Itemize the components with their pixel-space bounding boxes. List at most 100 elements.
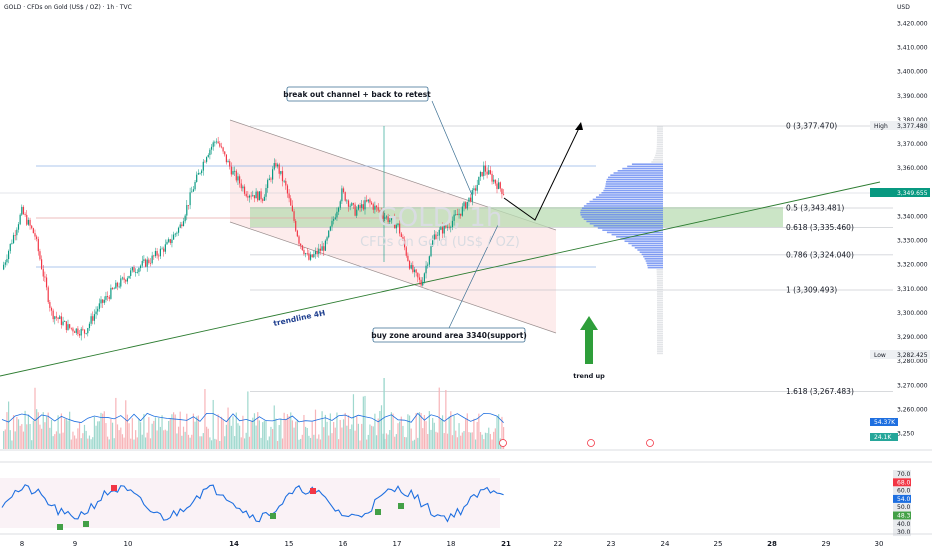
y-tick-label: 3,300.000 <box>897 310 928 317</box>
volume-bar <box>384 438 386 449</box>
volume-bar <box>285 418 287 449</box>
candle-body <box>435 234 437 240</box>
volume-bar <box>400 416 402 449</box>
x-tick-label: 18 <box>447 540 456 548</box>
rsi-signal-marker <box>398 503 404 509</box>
volume-bar <box>324 414 326 449</box>
volume-bar <box>374 413 376 449</box>
volume-bar <box>230 425 232 449</box>
candle-body <box>455 214 457 215</box>
candle-body <box>82 328 84 330</box>
volume-bar <box>399 421 401 449</box>
candle-body <box>72 328 74 332</box>
candle-body <box>55 316 58 318</box>
candle-body <box>248 195 251 198</box>
volume-bar <box>184 431 186 449</box>
volume-profile-bar <box>617 170 663 172</box>
candle-body <box>245 193 247 197</box>
volume-bar <box>207 428 209 449</box>
candle-body <box>323 246 325 251</box>
volume-bar <box>413 439 416 449</box>
rsi-tick-label: 68.0 <box>897 479 911 486</box>
volume-bar <box>318 434 320 449</box>
volume-profile-bar <box>647 264 663 267</box>
volume-bar <box>418 412 421 449</box>
volume-profile-bar <box>657 337 663 339</box>
volume-profile-bar <box>657 317 663 319</box>
candle-body <box>64 321 66 322</box>
candle-body <box>460 213 462 216</box>
volume-bar <box>369 424 371 449</box>
candle-body <box>318 248 320 254</box>
volume-profile-bar <box>657 330 663 333</box>
volume-bar <box>265 420 267 449</box>
trend-up-label: trend up <box>573 372 605 380</box>
x-tick-label: 8 <box>20 540 24 548</box>
volume-bar <box>64 418 66 449</box>
volume-profile-bar <box>592 198 663 201</box>
candle-body <box>339 201 341 208</box>
volume-profile-bar <box>657 326 663 328</box>
candle-body <box>321 246 323 251</box>
volume-bar <box>408 415 411 449</box>
volume-bar <box>357 423 359 449</box>
volume-bar <box>252 417 254 449</box>
candle-body <box>494 179 496 184</box>
fib-level-label: 0.5 (3,343.481) <box>786 204 844 213</box>
candle-body <box>173 234 175 240</box>
candle-body <box>267 180 269 189</box>
rsi-tick-label: 70.0 <box>897 471 911 478</box>
candle-body <box>103 299 105 303</box>
candle-body <box>149 262 152 264</box>
volume-bar <box>463 431 465 449</box>
candle-body <box>204 161 206 163</box>
candle-body <box>488 170 490 175</box>
volume-profile-bar <box>627 165 663 168</box>
candle-body <box>311 254 313 258</box>
x-tick-label: 23 <box>607 540 616 548</box>
candle-body <box>413 269 416 273</box>
volume-profile-bar <box>657 321 663 324</box>
candle-body <box>371 202 373 205</box>
candle-body <box>364 200 366 210</box>
trendline-4h <box>0 181 881 377</box>
candle-body <box>59 316 61 319</box>
volume-bar <box>334 427 336 449</box>
volume-profile-bar <box>657 348 663 350</box>
candle-body <box>229 161 231 167</box>
volume-profile-bar <box>616 236 663 238</box>
candle-body <box>209 149 211 155</box>
high-price-label: High <box>874 123 888 130</box>
candle-body <box>24 214 26 215</box>
volume-bar <box>11 440 13 449</box>
volume-bar <box>156 430 158 449</box>
volume-bar <box>6 412 8 449</box>
volume-bar <box>75 438 77 449</box>
volume-bar <box>69 411 71 449</box>
volume-bar <box>88 435 91 449</box>
event-marker-icon <box>499 439 507 447</box>
volume-profile-bar <box>656 306 663 308</box>
volume-bar <box>263 420 265 449</box>
volume-bar <box>100 412 102 449</box>
candle-body <box>52 310 54 320</box>
volume-bar <box>72 431 74 449</box>
fib-level-label: 1.618 (3,267.483) <box>786 387 854 396</box>
rsi-tick-bg <box>893 478 911 487</box>
candle-body <box>179 224 181 228</box>
volume-bar <box>437 432 439 449</box>
volume-bar <box>141 434 143 449</box>
volume-label-1: 54.37K <box>874 419 896 426</box>
candle-body <box>270 178 272 180</box>
volume-bar <box>397 423 399 449</box>
candle-body <box>375 205 378 208</box>
volume-bar <box>32 420 34 449</box>
breakout-callout-text: break out channel + back to retest <box>283 90 431 99</box>
volume-bar <box>465 418 467 449</box>
candle-body <box>181 224 183 227</box>
volume-profile-bar <box>657 346 663 348</box>
candle-body <box>326 237 328 241</box>
volume-bar <box>118 430 120 449</box>
volume-profile-bar <box>583 205 663 207</box>
